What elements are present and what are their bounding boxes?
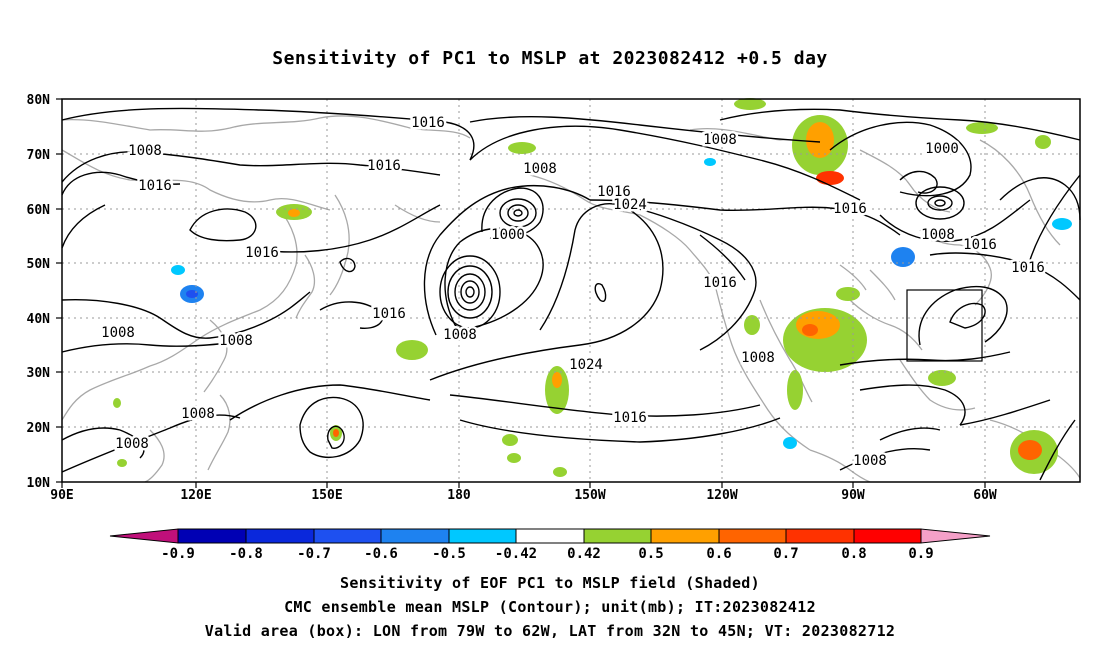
footer-line-1: Sensitivity of EOF PC1 to MSLP field (Sh… [340, 574, 760, 592]
colorbar-labels: -0.9 -0.8 -0.7 -0.6 -0.5 -0.42 0.42 0.5 … [161, 546, 934, 562]
colorbar-cell [177, 528, 247, 544]
contour-label: 1016 [597, 184, 631, 200]
colorbar-high-end [920, 528, 991, 544]
colorbar-label: 0.6 [706, 546, 731, 562]
lon-label: 150E [311, 488, 342, 503]
latitude-labels: 80N 70N 60N 50N 40N 30N 20N 10N [27, 93, 51, 491]
lat-label: 80N [27, 93, 51, 108]
contour-label: 1008 [853, 453, 887, 469]
contour-label: 1016 [963, 237, 997, 253]
lon-label: 150W [574, 488, 605, 503]
colorbar-label: -0.9 [161, 546, 195, 562]
colorbar-label: 0.42 [567, 546, 601, 562]
colorbar-label: -0.5 [432, 546, 466, 562]
contour-label: 1000 [925, 141, 959, 157]
longitude-labels: 90E 120E 150E 180 150W 120W 90W 60W [50, 488, 997, 503]
contour-label: 1024 [569, 357, 603, 373]
contour-labels: 1016 1008 1016 1016 1008 1016 1024 1016 … [99, 113, 1048, 472]
lon-label: 120E [180, 488, 211, 503]
lon-label: 120W [706, 488, 737, 503]
contour-label: 1016 [411, 115, 445, 131]
lon-label: 180 [447, 488, 471, 503]
colorbar-label: -0.7 [297, 546, 331, 562]
lon-label: 60W [973, 488, 997, 503]
colorbar-cell [245, 528, 315, 544]
colorbar-cell [718, 528, 787, 544]
mslp-contours [61, 107, 1081, 481]
coastlines [61, 115, 1081, 483]
contour-label: 1008 [181, 406, 215, 422]
axis-ticks [56, 98, 986, 488]
colorbar-cell [380, 528, 450, 544]
contour-label: 1024 [613, 197, 647, 213]
lat-label: 30N [27, 366, 51, 381]
lat-label: 40N [27, 312, 51, 327]
colorbar-label: -0.42 [495, 546, 537, 562]
contour-label: 1000 [491, 227, 525, 243]
contour-label: 1016 [245, 245, 279, 261]
contour-label: 1008 [703, 132, 737, 148]
contour-label: 1008 [219, 333, 253, 349]
lon-label: 90E [50, 488, 73, 503]
colorbar-cell [448, 528, 517, 544]
contour-label: 1008 [443, 327, 477, 343]
contour-label: 1016 [372, 306, 406, 322]
contour-label: 1008 [523, 161, 557, 177]
colorbar-cell [515, 528, 585, 544]
colorbar-cell [583, 528, 652, 544]
colorbar-low-end [109, 528, 179, 544]
colorbar-cell [853, 528, 922, 544]
chart-title: Sensitivity of PC1 to MSLP at 2023082412… [272, 48, 828, 69]
colorbar-label: -0.6 [364, 546, 398, 562]
contour-label: 1008 [115, 436, 149, 452]
map-frame [61, 98, 1081, 483]
valid-area-box [906, 289, 983, 362]
lat-label: 10N [27, 476, 51, 491]
colorbar-cell [313, 528, 382, 544]
contour-label: 1016 [1011, 260, 1045, 276]
contour-label: 1016 [138, 178, 172, 194]
colorbar [109, 528, 991, 544]
contour-label: 1008 [741, 350, 775, 366]
colorbar-cell [650, 528, 720, 544]
colorbar-label: 0.8 [841, 546, 866, 562]
lat-label: 60N [27, 203, 51, 218]
lat-label: 50N [27, 257, 51, 272]
footer-line-3: Valid area (box): LON from 79W to 62W, L… [204, 622, 896, 640]
lat-label: 20N [27, 421, 51, 436]
colorbar-label: -0.8 [229, 546, 263, 562]
footer-line-2: CMC ensemble mean MSLP (Contour); unit(m… [284, 598, 816, 616]
contour-label: 1008 [921, 227, 955, 243]
colorbar-label: 0.7 [773, 546, 798, 562]
colorbar-cell [785, 528, 855, 544]
contour-label: 1008 [128, 143, 162, 159]
contour-label: 1008 [101, 325, 135, 341]
contour-label: 1016 [703, 275, 737, 291]
contour-label: 1016 [367, 158, 401, 174]
contour-label: 1016 [833, 201, 867, 217]
contour-label: 1016 [613, 410, 647, 426]
colorbar-label: 0.5 [638, 546, 663, 562]
colorbar-label: 0.9 [908, 546, 933, 562]
lon-label: 90W [841, 488, 865, 503]
lat-label: 70N [27, 148, 51, 163]
